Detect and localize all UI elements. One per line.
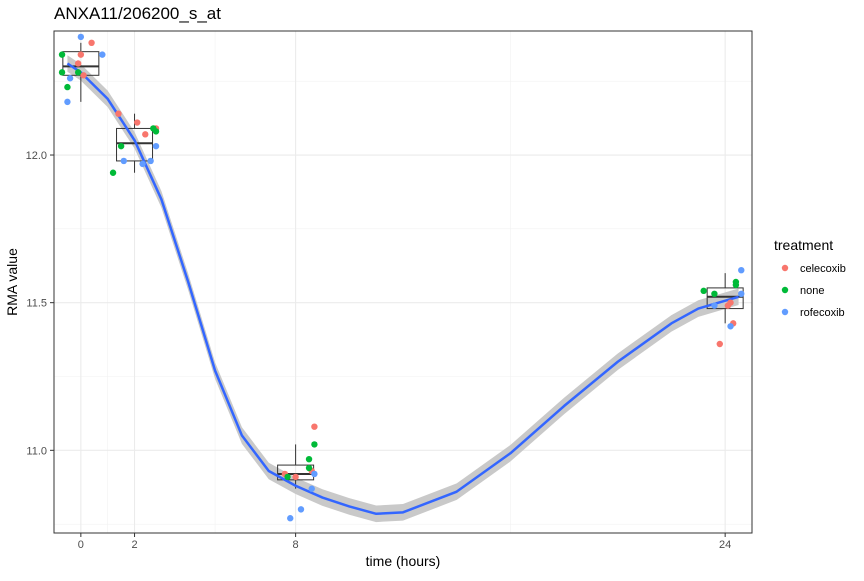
data-point-none [74, 69, 82, 76]
smooth-line [66, 62, 739, 516]
smooth-curve [66, 62, 739, 516]
legend-key-celecoxib [781, 264, 789, 272]
legend: treatment celecoxib none rofecoxib [774, 237, 846, 319]
data-point-rofecoxib [297, 506, 305, 513]
data-point-none [311, 441, 318, 448]
data-point-celecoxib [292, 473, 299, 481]
data-point-rofecoxib [311, 470, 318, 478]
data-point-celecoxib [80, 72, 87, 79]
data-point-rofecoxib [738, 266, 745, 274]
data-point-rofecoxib [147, 157, 154, 165]
data-point-none [711, 290, 718, 298]
data-point-celecoxib [311, 423, 318, 430]
data-point-none [58, 51, 66, 58]
data-point-none [152, 128, 160, 135]
data-points [58, 33, 745, 522]
data-point-rofecoxib [727, 323, 734, 330]
y-axis: 11.0 11.5 12.0 [26, 150, 54, 457]
data-point-rofecoxib [66, 75, 74, 82]
data-point-rofecoxib [139, 160, 146, 168]
chart-title: ANXA11/206200_s_at [54, 4, 221, 23]
box-body [116, 127, 154, 162]
data-point-none [305, 455, 313, 463]
data-point-none [109, 169, 117, 176]
data-point-celecoxib [134, 119, 141, 126]
grid-lines [53, 31, 752, 533]
x-axis: 0 2 8 24 [78, 533, 731, 551]
data-point-rofecoxib [738, 290, 745, 298]
legend-label-rofecoxib: rofecoxib [800, 307, 845, 319]
confidence-band-area [67, 55, 739, 523]
data-point-celecoxib [727, 299, 734, 306]
y-tick-label: 11.5 [26, 298, 47, 310]
y-tick-label: 12.0 [26, 150, 47, 162]
data-point-none [64, 83, 71, 91]
plot-panel [54, 31, 752, 533]
legend-label-celecoxib: celecoxib [800, 263, 846, 275]
confidence-band [67, 55, 739, 523]
data-point-none [117, 142, 125, 150]
legend-title: treatment [774, 237, 833, 253]
data-point-rofecoxib [64, 98, 71, 106]
x-tick-label: 0 [78, 539, 84, 551]
plot-panel-border [53, 30, 753, 534]
x-tick-label: 2 [131, 539, 137, 551]
data-point-rofecoxib [120, 157, 128, 165]
data-point-none [58, 69, 66, 76]
data-point-celecoxib [88, 39, 95, 47]
data-point-rofecoxib [287, 515, 294, 522]
data-point-celecoxib [77, 51, 85, 58]
data-point-celecoxib [716, 340, 723, 348]
data-point-celecoxib [74, 60, 82, 67]
data-point-rofecoxib [77, 33, 85, 41]
legend-label-none: none [800, 285, 824, 297]
data-point-rofecoxib [99, 51, 106, 58]
x-tick-label: 8 [293, 539, 299, 551]
data-point-celecoxib [142, 131, 149, 138]
y-tick-label: 11.0 [26, 445, 47, 457]
data-point-none [305, 464, 313, 472]
data-point-none [732, 281, 740, 289]
x-tick-label: 24 [719, 539, 731, 551]
x-axis-label: time (hours) [366, 553, 441, 569]
data-point-none [284, 473, 291, 481]
data-point-rofecoxib [711, 302, 718, 309]
legend-key-rofecoxib [781, 308, 789, 316]
box-body [706, 287, 744, 310]
data-point-celecoxib [115, 110, 122, 117]
data-point-none [700, 287, 707, 295]
legend-key-none [781, 286, 789, 294]
data-point-rofecoxib [308, 485, 315, 492]
y-axis-label: RMA value [4, 248, 20, 316]
data-point-rofecoxib [152, 142, 160, 150]
